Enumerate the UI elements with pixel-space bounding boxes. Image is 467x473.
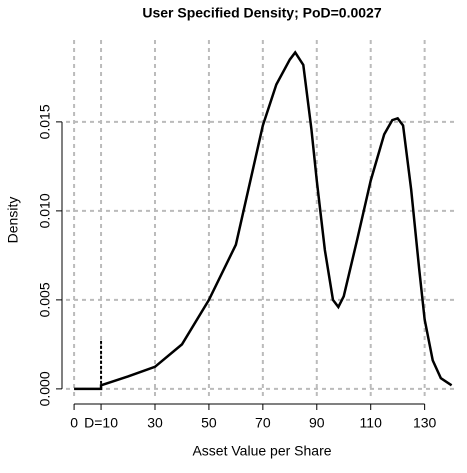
y-tick-label: 0.010 [37, 193, 53, 228]
line-series [74, 50, 453, 391]
y-axis-label: Density [5, 197, 21, 244]
x-tick-label: 90 [309, 415, 325, 431]
x-tick-label: 70 [255, 415, 271, 431]
x-tick-label: 30 [147, 415, 163, 431]
y-tick-label: 0.000 [37, 371, 53, 406]
y-tick-label: 0.015 [37, 104, 53, 139]
y-tick-label: 0.005 [37, 282, 53, 317]
x-tick-label: 130 [413, 415, 437, 431]
x-tick-label: 50 [201, 415, 217, 431]
chart-title: User Specified Density; PoD=0.0027 [142, 5, 381, 21]
x-tick-label: D=10 [84, 415, 118, 431]
x-tick-label: 0 [70, 415, 78, 431]
x-tick-label: 110 [360, 415, 383, 431]
x-axis-label: Asset Value per Share [192, 443, 331, 459]
